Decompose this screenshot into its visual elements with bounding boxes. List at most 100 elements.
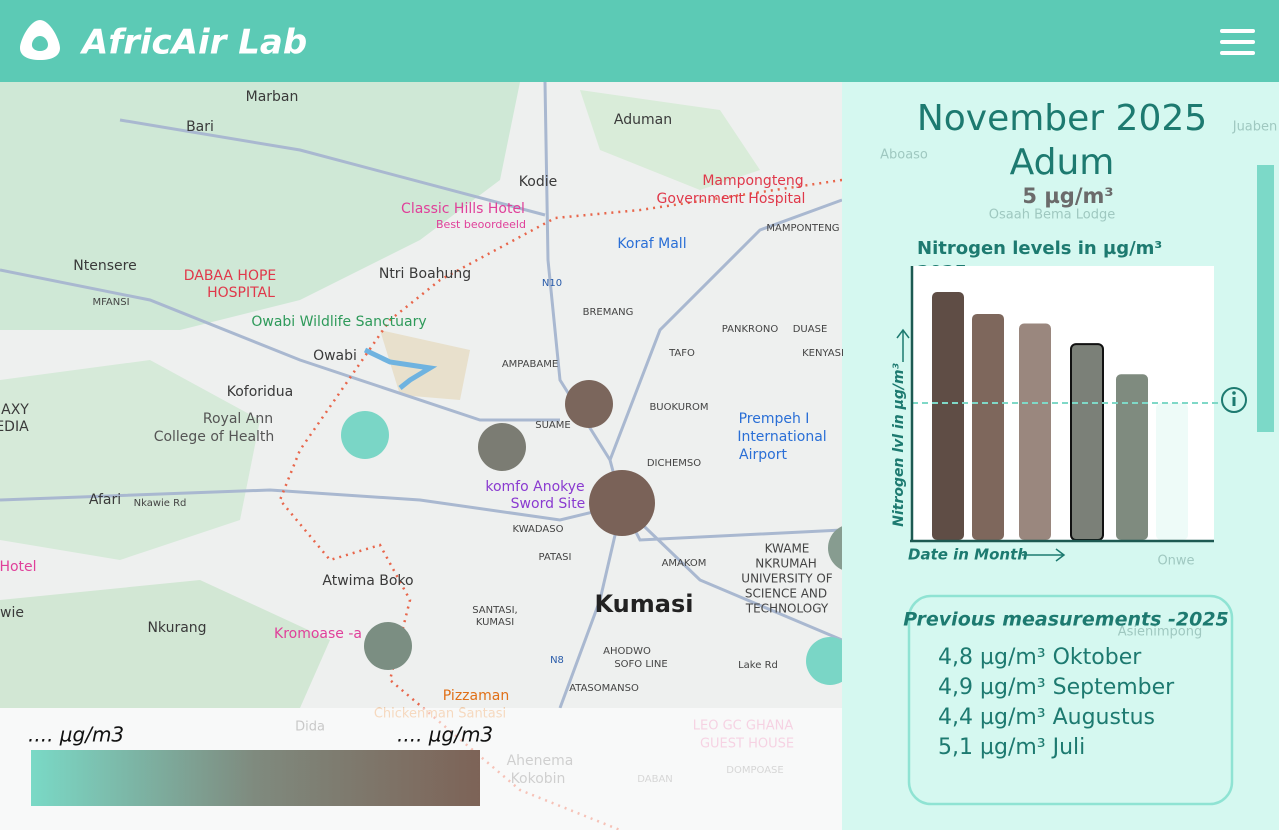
x-arrow <box>1022 548 1066 562</box>
map-label: Sword Site <box>511 496 586 512</box>
map-label: Kumasi <box>595 590 694 618</box>
map-label: AMPABAME <box>502 359 558 370</box>
map-label: PATASI <box>539 552 572 563</box>
map-label: wie <box>0 605 24 621</box>
map-label: MAMPONTENG <box>766 223 839 234</box>
map-label: Prempeh I <box>739 411 810 427</box>
app-title: AfricAir Lab <box>79 23 307 63</box>
green-area <box>0 580 330 708</box>
bar <box>972 313 1004 540</box>
previous-box <box>907 594 1234 806</box>
map-label: PANKRONO <box>722 324 779 335</box>
map-label: Ntensere <box>73 258 136 274</box>
map-label: KWADASO <box>513 524 564 535</box>
map-label: Airport <box>739 447 787 463</box>
map-label: HOSPITAL <box>207 285 275 301</box>
map-label: komfo Anokye <box>485 479 584 495</box>
map-label: Marban <box>246 89 299 105</box>
map-label: International <box>737 429 826 445</box>
bar <box>1156 403 1188 540</box>
bars <box>912 292 1222 541</box>
y-arrow <box>896 328 910 362</box>
green-area <box>0 82 520 330</box>
previous-item: 4,9 µg/m³ September <box>938 675 1175 700</box>
y-axis-label: Nitrogen lvl in µg/m³ <box>891 363 907 526</box>
map-label: Onwe <box>1157 554 1194 569</box>
map-label: Asienimpong <box>1118 625 1203 640</box>
map-label: DABAA HOPE <box>184 268 277 284</box>
month-title: November 2025 <box>917 98 1207 139</box>
header <box>0 0 1279 82</box>
map-label: Kodie <box>519 174 557 190</box>
map-label: DUASE <box>793 324 828 335</box>
legend-max-label: .... µg/m3 <box>397 723 493 747</box>
map-label: SOFO LINE <box>614 659 667 670</box>
bar <box>932 292 964 540</box>
previous-list: 4,8 µg/m³ Oktober 4,9 µg/m³ September 4,4 … <box>938 645 1175 760</box>
map-label: Juaben <box>1232 120 1278 135</box>
map-label: ATASOMANSO <box>569 683 639 694</box>
map-label: Mampongteng <box>702 173 803 189</box>
green-area <box>0 360 260 560</box>
chart-title: Nitrogen levels in µg/m³ <box>917 238 1162 259</box>
map-label: Bari <box>186 119 214 135</box>
map-label: Aboaso <box>880 148 928 163</box>
map-label: TAFO <box>668 348 695 359</box>
map-label: BREMANG <box>583 307 634 318</box>
map-label: KUMASI <box>476 617 514 628</box>
map-label: College of Health <box>154 429 275 445</box>
map-label: Lake Rd <box>738 660 778 671</box>
bar <box>1019 323 1051 540</box>
map-label: KWAME <box>765 542 810 556</box>
info-button[interactable] <box>1221 387 1247 413</box>
map-label: Aduman <box>614 112 672 128</box>
map-label: Atwima Boko <box>322 573 413 589</box>
map-label: N8 <box>550 655 564 666</box>
map-label: KENYASI <box>802 348 844 359</box>
map-label: NKRUMAH <box>755 557 817 571</box>
menu-button[interactable] <box>1220 29 1255 55</box>
map-label: Nkurang <box>147 620 206 636</box>
roads <box>0 81 843 709</box>
bar <box>1116 374 1148 540</box>
sensor-marker[interactable] <box>478 423 526 471</box>
map[interactable] <box>0 81 876 830</box>
previous-item: 4,8 µg/m³ Oktober <box>938 645 1142 670</box>
x-axis-label: Date in Month <box>908 546 1028 564</box>
current-level: 5 µg/m³ <box>1022 184 1113 208</box>
previous-item: 4,4 µg/m³ Augustus <box>938 705 1155 730</box>
map-label: Royal Ann <box>203 411 273 427</box>
map-label: AXY <box>1 402 29 418</box>
sensor-marker[interactable] <box>341 411 389 459</box>
location-title: Adum <box>1010 142 1115 183</box>
sensor-marker[interactable] <box>565 380 613 428</box>
previous-item: 5,1 µg/m³ Juli <box>938 735 1085 760</box>
scrollbar[interactable] <box>1257 165 1274 432</box>
map-label: MFANSI <box>92 297 129 308</box>
sensor-marker[interactable] <box>589 470 655 536</box>
map-label: AMAKOM <box>662 558 707 569</box>
map-label: Nkawie Rd <box>134 498 187 509</box>
map-label: TECHNOLOGY <box>745 602 829 616</box>
legend-gradient <box>31 750 480 806</box>
green-area <box>580 90 760 190</box>
legend-min-label: .... µg/m3 <box>28 723 124 747</box>
map-label: Osaah Bema Lodge <box>989 208 1115 223</box>
map-label: AHODWO <box>603 646 651 657</box>
previous-title: Previous measurements -2025 <box>903 609 1229 631</box>
map-label: Pizzaman <box>443 688 509 704</box>
map-label: Hotel <box>0 559 37 575</box>
map-label: Koraf Mall <box>617 236 686 252</box>
map-label: Koforidua <box>227 384 294 400</box>
map-label: SUAME <box>535 420 570 431</box>
map-label: Classic Hills Hotel <box>401 201 525 217</box>
logo[interactable] <box>20 20 60 60</box>
map-label: Government Hospital <box>657 191 806 207</box>
sensor-marker[interactable] <box>364 622 412 670</box>
map-label: Ntri Boahung <box>379 266 471 282</box>
map-label: UNIVERSITY OF <box>741 572 833 586</box>
map-label: SANTASI, <box>472 605 518 616</box>
map-label: Kromoase -a <box>274 626 362 642</box>
map-label: Afari <box>89 492 121 508</box>
